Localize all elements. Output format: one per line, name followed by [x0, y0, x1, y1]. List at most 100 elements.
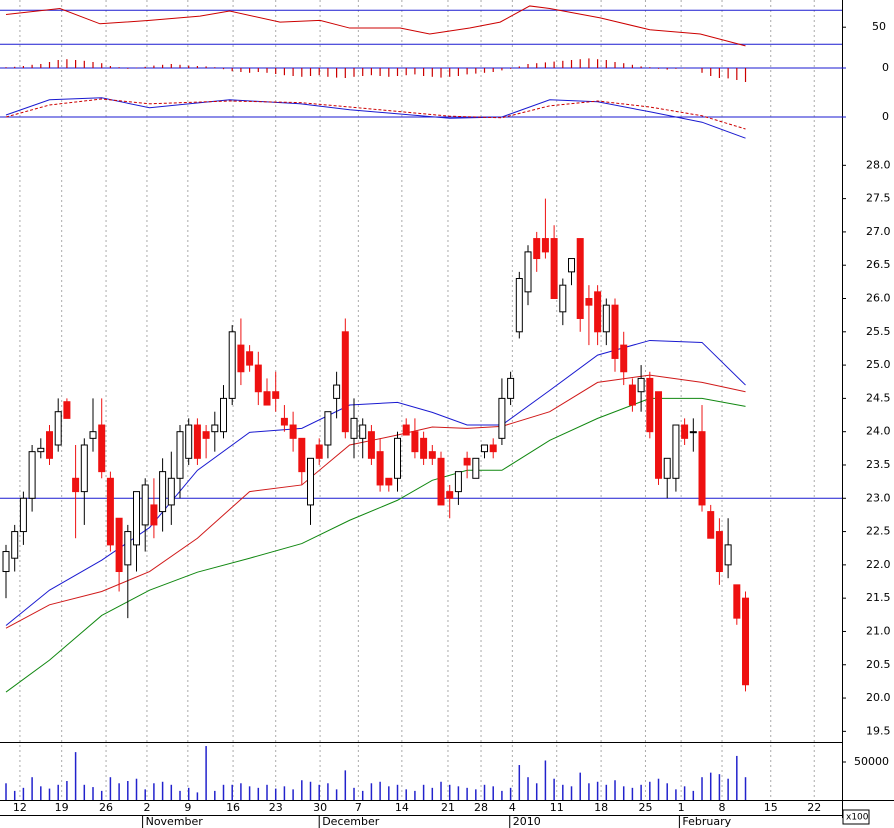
- candle-body: [507, 377, 515, 399]
- candle-body: [698, 431, 706, 506]
- candle-body: [454, 471, 462, 493]
- y-tick-label: 21.5: [866, 591, 891, 604]
- candle-body: [185, 424, 193, 459]
- candle-body: [489, 444, 497, 453]
- y-tick-label: 24.5: [866, 391, 891, 404]
- candle-body: [2, 551, 10, 573]
- y-tick-label: 23.0: [866, 491, 891, 504]
- candle-body: [176, 431, 184, 479]
- candle-body: [80, 444, 88, 493]
- candle-body: [646, 377, 654, 433]
- candle-body: [428, 451, 436, 459]
- x-tick-label: 18: [594, 801, 608, 814]
- candle-body: [385, 477, 393, 486]
- candle-body: [585, 297, 593, 306]
- candle-body: [272, 391, 280, 399]
- y-tick-label: 0: [882, 110, 889, 123]
- candle-body: [689, 431, 697, 434]
- x-tick-label: 21: [441, 801, 455, 814]
- y-tick-label: 27.0: [866, 225, 891, 238]
- x-tick-label: 30: [313, 801, 327, 814]
- candle-body: [106, 477, 114, 546]
- x-tick-label: 25: [638, 801, 652, 814]
- candle-body: [402, 424, 410, 436]
- y-tick-label: 50000: [854, 755, 889, 768]
- x-tick-label: 7: [355, 801, 362, 814]
- candle-body: [202, 431, 210, 439]
- x-tick-label: 28: [474, 801, 488, 814]
- candle-body: [394, 437, 402, 479]
- candle-body: [498, 397, 506, 439]
- y-tick-label: 24.0: [866, 425, 891, 438]
- candle-body: [524, 251, 532, 293]
- x-tick-label: 11: [550, 801, 564, 814]
- y-tick-label: 27.5: [866, 192, 891, 205]
- month-label: December: [322, 815, 380, 828]
- x-tick-label: 19: [55, 801, 69, 814]
- candle-body: [707, 511, 715, 539]
- x-tick-label: 16: [226, 801, 240, 814]
- candle-body: [359, 424, 367, 439]
- candle-body: [28, 451, 36, 499]
- candle-body: [559, 284, 567, 313]
- unit-box: [842, 809, 870, 825]
- macd-line: [5, 98, 746, 130]
- y-tick-label: 28.0: [866, 158, 891, 171]
- candle-body: [541, 238, 549, 253]
- candle-body: [307, 457, 315, 506]
- candle-body: [376, 451, 384, 486]
- candle-body: [280, 417, 288, 426]
- candle-body: [724, 544, 732, 566]
- y-tick-label: 25.0: [866, 358, 891, 371]
- candle-body: [89, 431, 97, 439]
- candle-body: [133, 491, 141, 546]
- y-tick-label: 21.0: [866, 624, 891, 637]
- candle-body: [437, 457, 445, 506]
- x-tick-label: 14: [395, 801, 409, 814]
- candle-body: [324, 411, 332, 446]
- y-tick-label: 22.0: [866, 558, 891, 571]
- y-tick-label: 26.0: [866, 291, 891, 304]
- moving-average: [5, 397, 746, 693]
- candle-body: [315, 444, 323, 459]
- candle-body: [715, 531, 723, 573]
- candle-body: [150, 504, 158, 526]
- candle-body: [742, 597, 750, 686]
- candle-body: [220, 397, 228, 433]
- candle-body: [193, 424, 201, 459]
- candle-body: [568, 258, 576, 273]
- candle-body: [46, 431, 54, 459]
- x-tick-label: 12: [13, 801, 27, 814]
- candle-body: [472, 457, 480, 479]
- candle-body: [19, 497, 27, 533]
- x-tick-label: 15: [764, 801, 778, 814]
- candle-body: [159, 471, 167, 513]
- month-label: February: [682, 815, 731, 828]
- candle-body: [446, 491, 454, 499]
- month-label: November: [146, 815, 204, 828]
- y-tick-label: 19.5: [866, 724, 891, 737]
- candle-body: [254, 364, 262, 393]
- y-tick-label: 20.5: [866, 658, 891, 671]
- candle-body: [72, 477, 80, 493]
- candle-body: [333, 384, 341, 399]
- x-tick-label: 22: [807, 801, 821, 814]
- x-tick-label: 9: [184, 801, 191, 814]
- candle-body: [411, 431, 419, 453]
- y-tick-label: 26.5: [866, 258, 891, 271]
- candle-body: [515, 278, 523, 333]
- candle-body: [463, 457, 471, 466]
- candle-body: [124, 531, 132, 566]
- month-label: 2010: [513, 815, 541, 828]
- candle-body: [611, 304, 619, 359]
- candle-body: [298, 437, 306, 473]
- y-tick-label: 0: [882, 61, 889, 74]
- candle-body: [681, 424, 689, 439]
- candle-body: [733, 584, 741, 619]
- x-tick-label: 23: [269, 801, 283, 814]
- candle-body: [550, 238, 558, 299]
- candle-body: [98, 424, 106, 473]
- y-tick-label: 22.5: [866, 525, 891, 538]
- candle-body: [237, 344, 245, 373]
